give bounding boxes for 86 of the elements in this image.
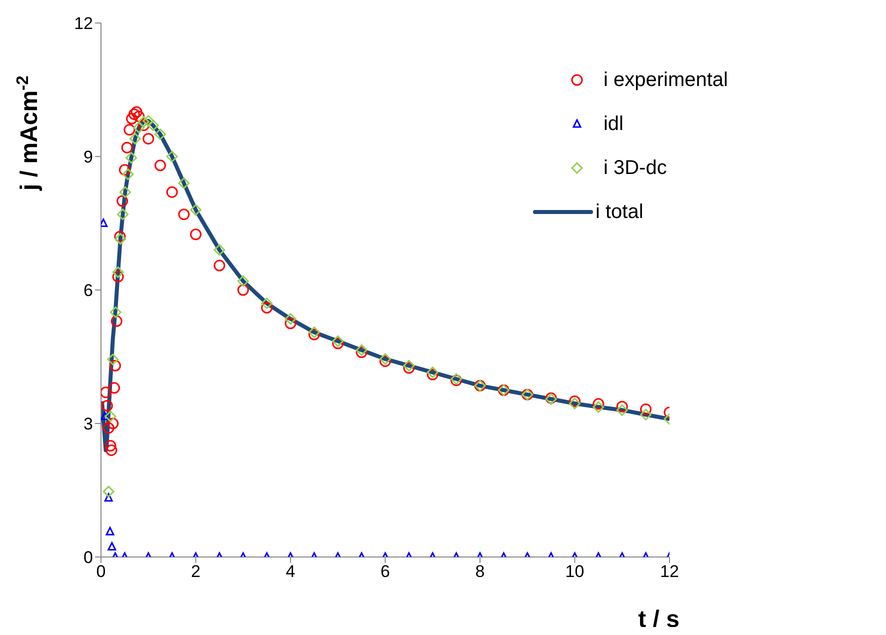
x-tick-label: 6	[380, 562, 390, 582]
point	[284, 318, 296, 330]
legend-label: i experimental	[603, 68, 728, 92]
point	[110, 315, 122, 327]
point	[104, 493, 113, 502]
point	[124, 124, 136, 136]
point	[237, 275, 249, 287]
x-tick-label: 12	[660, 562, 679, 582]
point	[592, 401, 604, 413]
point	[568, 398, 580, 410]
point	[332, 338, 344, 350]
point	[154, 160, 166, 172]
point	[129, 132, 141, 144]
x-tick-label: 10	[565, 562, 584, 582]
point	[133, 122, 145, 134]
y-tick-label: 3	[84, 414, 93, 434]
point	[616, 400, 628, 412]
x-tick-label: 8	[475, 562, 485, 582]
point	[114, 230, 126, 242]
point	[126, 152, 138, 164]
point	[214, 260, 226, 272]
point	[118, 164, 130, 176]
point	[101, 400, 113, 412]
point	[121, 142, 133, 154]
point	[237, 284, 249, 296]
point	[116, 195, 128, 207]
point	[138, 116, 150, 128]
point	[107, 354, 119, 366]
point	[166, 150, 178, 162]
point	[142, 132, 154, 144]
point	[284, 313, 296, 325]
y-tick-label: 6	[84, 281, 93, 300]
point	[138, 120, 150, 132]
point	[616, 404, 628, 416]
point	[147, 120, 159, 132]
point	[166, 186, 178, 198]
point	[101, 386, 112, 398]
point	[114, 233, 126, 245]
point	[119, 186, 131, 198]
point	[356, 346, 368, 358]
legend-label: i 3D-dc	[603, 156, 667, 180]
x-tick-label: 0	[96, 562, 106, 582]
point	[112, 266, 124, 278]
y-tick-label: 9	[84, 148, 93, 167]
point	[154, 128, 166, 140]
point	[106, 526, 114, 536]
point	[332, 335, 344, 347]
point	[104, 440, 116, 452]
point	[106, 444, 118, 456]
point	[130, 106, 142, 118]
point	[107, 418, 119, 430]
point	[592, 398, 604, 410]
point	[108, 382, 120, 394]
y-tick-label: 0	[84, 548, 93, 568]
point	[122, 168, 134, 180]
point	[640, 404, 652, 416]
point	[128, 108, 140, 120]
point	[142, 115, 154, 127]
point	[102, 486, 114, 498]
point	[356, 344, 368, 356]
legend-label: i total	[595, 200, 644, 224]
legend-label: idl	[603, 112, 624, 136]
x-tick-label: 4	[286, 562, 296, 582]
y-tick-label: 12	[74, 14, 93, 34]
point	[133, 110, 145, 122]
point	[261, 298, 273, 310]
point	[117, 208, 129, 220]
point	[108, 542, 116, 551]
point	[178, 208, 190, 220]
point	[101, 412, 110, 420]
point	[568, 396, 580, 407]
point	[112, 270, 124, 282]
point	[403, 360, 415, 372]
point	[178, 177, 190, 189]
point	[261, 302, 273, 314]
point	[190, 204, 202, 216]
point	[190, 228, 202, 240]
point	[403, 362, 415, 374]
point	[214, 244, 226, 256]
point	[104, 410, 116, 422]
x-tick-label: 2	[191, 562, 200, 582]
point	[102, 422, 114, 434]
point	[640, 408, 652, 420]
point	[109, 360, 121, 372]
point	[110, 306, 122, 318]
point	[126, 112, 138, 124]
